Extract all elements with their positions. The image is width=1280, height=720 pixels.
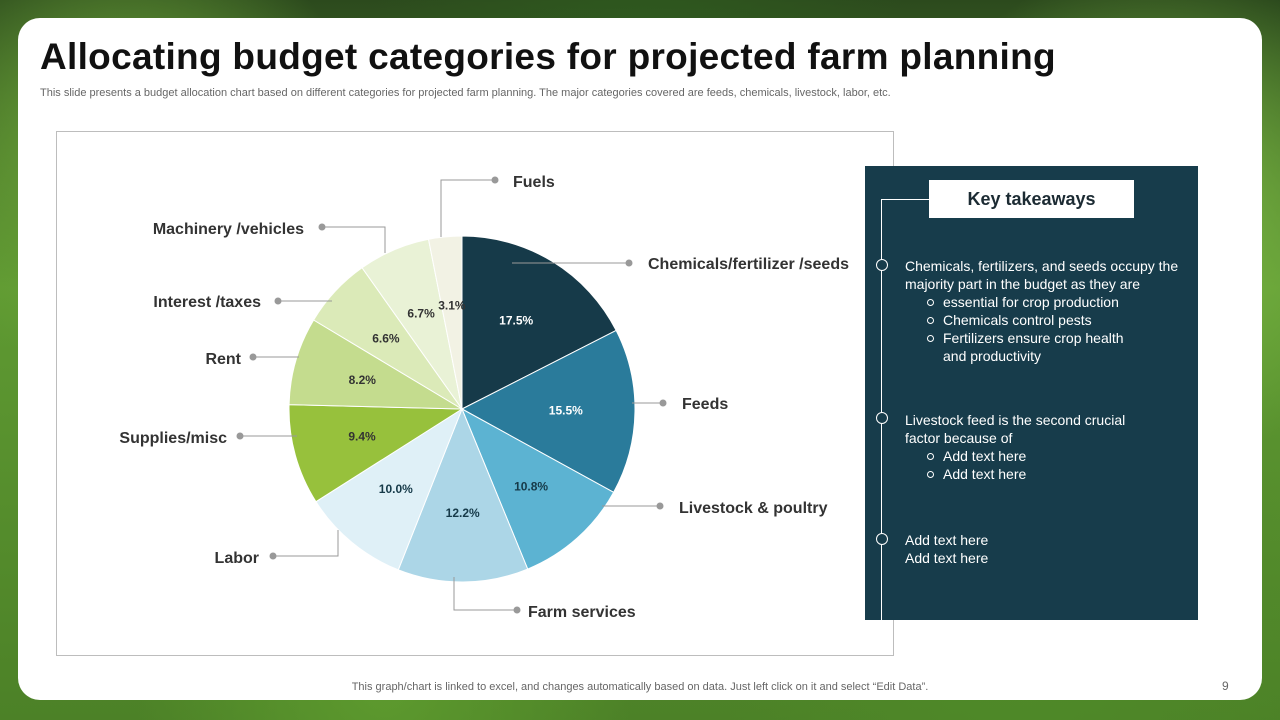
pie-category-label: Labor [215, 550, 259, 567]
pie-category-label: Machinery /vehicles [153, 221, 304, 238]
pie-data-label: 6.6% [372, 331, 400, 345]
slide-subtitle: This slide presents a budget allocation … [40, 87, 891, 99]
pie-category-label: Rent [205, 351, 241, 368]
takeaway-text: Chemicals, fertilizers, and seeds occupy… [905, 258, 1179, 292]
leader-dot [513, 606, 521, 614]
pie-data-label: 17.5% [499, 314, 533, 328]
pie-category-label: Interest /taxes [153, 294, 261, 311]
takeaway-subitem: essential for crop production [927, 293, 1195, 311]
leader-dot [491, 176, 499, 184]
takeaway-text: Add text here [905, 532, 989, 548]
slide-title: Allocating budget categories for project… [40, 36, 1056, 77]
pie-category-label: Farm services [528, 604, 636, 621]
leader-dot [269, 552, 277, 560]
leader-dot [318, 223, 326, 231]
leader-dot [625, 259, 633, 267]
leader-line [440, 179, 495, 237]
leader-dot [274, 297, 282, 305]
pie-data-label: 9.4% [348, 430, 376, 444]
pie-data-label: 8.2% [349, 373, 377, 387]
pie-slice[interactable] [460, 407, 615, 570]
pie-chart[interactable]: 17.5% 15.5% 10.8% 12.2% 10.0% 9.4% 8.2% 6.6% 6.7… [57, 132, 895, 657]
leader-dot [656, 502, 664, 510]
takeaway-text: Livestock feed is the second crucial fac… [905, 412, 1126, 446]
pie-slice[interactable] [427, 235, 463, 410]
takeaways-panel [865, 166, 1198, 620]
pie-slice[interactable] [315, 407, 464, 571]
pie-slice[interactable] [397, 407, 529, 583]
leader-dot [249, 353, 257, 361]
timeline-dot [876, 259, 888, 271]
takeaways-title: Key takeaways [929, 180, 1134, 218]
footer-note: This graph/chart is linked to excel, and… [351, 681, 929, 693]
pie-data-label: 12.2% [446, 506, 480, 520]
pie-slice[interactable] [460, 329, 636, 494]
pie-data-label: 10.0% [379, 482, 413, 496]
pie-slice[interactable] [288, 319, 464, 410]
leader-line [453, 577, 517, 611]
pie-category-label: Chemicals/fertilizer /seeds [648, 256, 849, 273]
takeaway-subitem: Fertilizers ensure crop health and produ… [927, 329, 1127, 365]
pie-category-label: Supplies/misc [119, 430, 227, 447]
chart-frame[interactable]: 17.5% 15.5% 10.8% 12.2% 10.0% 9.4% 8.2% 6.6% 6.7… [56, 131, 894, 656]
timeline-dot [876, 412, 888, 424]
leader-line [273, 530, 339, 557]
takeaway-text: Add text here [905, 550, 989, 566]
pie-data-label: 6.7% [407, 307, 435, 321]
pie-slice[interactable] [288, 404, 464, 503]
leader-dot [236, 432, 244, 440]
pie-category-label: Feeds [682, 396, 728, 413]
takeaway-item-1: Chemicals, fertilizers, and seeds occupy… [905, 257, 1195, 365]
pie-data-label: 10.8% [514, 479, 548, 493]
leader-line [322, 226, 386, 253]
pie-category-label: Livestock & poultry [679, 500, 828, 517]
timeline-dot [876, 533, 888, 545]
timeline-line [881, 199, 882, 620]
takeaway-subitem: Add text here [927, 465, 1155, 483]
takeaway-subitem: Add text here [927, 447, 1155, 465]
pie-slice[interactable] [461, 235, 617, 410]
takeaway-item-2: Livestock feed is the second crucial fac… [905, 411, 1155, 483]
timeline-connector [881, 199, 929, 200]
page-number: 9 [1222, 679, 1229, 693]
pie-category-label: Fuels [513, 174, 555, 191]
leader-dot [659, 399, 667, 407]
takeaway-subitem: Chemicals control pests [927, 311, 1195, 329]
pie-data-label: 15.5% [549, 404, 583, 418]
takeaway-item-3: Add text here Add text here [905, 531, 1195, 567]
pie-data-label: 3.1% [438, 299, 466, 313]
